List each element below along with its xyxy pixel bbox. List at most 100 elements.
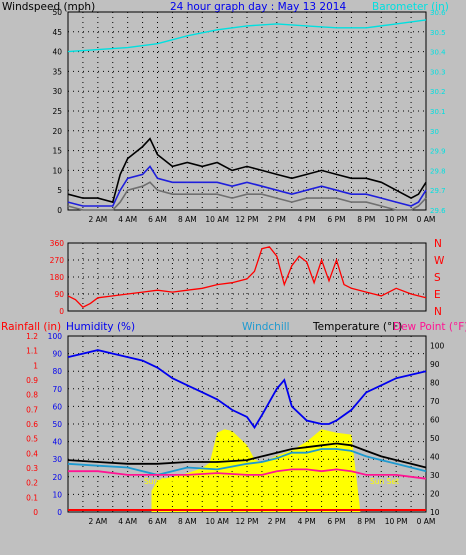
rain-tick-label: 1.1 bbox=[26, 347, 38, 356]
rain-tick-label: 0.8 bbox=[26, 391, 38, 400]
series-line bbox=[67, 19, 427, 53]
wind-tick-label: 45 bbox=[52, 28, 62, 37]
humidity-tick-label: 10 bbox=[52, 490, 62, 499]
x-tick-label: 4 PM bbox=[298, 517, 316, 526]
x-tick-label: 6 AM bbox=[148, 215, 167, 224]
rain-tick-label: 0.1 bbox=[26, 493, 38, 502]
direction-tick-label: 180 bbox=[50, 273, 65, 282]
barometer-tick-label: 29.6 bbox=[430, 207, 446, 215]
series-line bbox=[67, 246, 427, 308]
compass-tick-label: W bbox=[434, 255, 445, 267]
barometer-tick-label: 30.1 bbox=[430, 108, 446, 116]
series-line bbox=[67, 349, 427, 430]
x-tick-label: 2 AM bbox=[88, 215, 107, 224]
x-tick-label: 0 AM bbox=[417, 215, 436, 224]
barometer-tick-label: 30.6 bbox=[430, 9, 446, 17]
x-tick-label: 4 AM bbox=[118, 517, 137, 526]
wind-tick-label: 20 bbox=[52, 127, 62, 136]
barometer-tick-label: 29.9 bbox=[430, 148, 446, 156]
temp-tick-label: 40 bbox=[430, 452, 440, 461]
wind-tick-label: 10 bbox=[52, 166, 62, 175]
x-tick-label: 10 PM bbox=[385, 517, 408, 526]
wind-tick-label: 40 bbox=[52, 48, 62, 57]
x-tick-label: 6 AM bbox=[148, 517, 167, 526]
windchill-label: Windchill bbox=[242, 321, 290, 333]
humidity-tick-label: 90 bbox=[52, 350, 62, 359]
rain-tick-label: 0.5 bbox=[26, 435, 38, 444]
barometer-tick-label: 30.5 bbox=[430, 29, 446, 37]
series-line bbox=[67, 442, 427, 469]
compass-tick-label: N bbox=[434, 238, 442, 250]
rain-tick-label: 0 bbox=[33, 508, 38, 517]
series-line bbox=[67, 137, 427, 204]
barometer-axis-label: Barometer (in) bbox=[372, 1, 449, 13]
humidity-tick-label: 0 bbox=[57, 508, 62, 517]
humidity-tick-label: 100 bbox=[48, 332, 63, 341]
rain-tick-label: 0.9 bbox=[26, 376, 38, 385]
x-tick-label: 2 AM bbox=[88, 517, 107, 526]
x-tick-label: 10 AM bbox=[205, 517, 229, 526]
temp-tick-label: 100 bbox=[430, 341, 445, 350]
solar-area bbox=[151, 429, 361, 512]
temp-tick-label: 10 bbox=[430, 508, 440, 517]
humidity-tick-label: 30 bbox=[52, 455, 62, 464]
barometer-tick-label: 29.7 bbox=[430, 187, 446, 195]
x-tick-label: 12 PM bbox=[236, 215, 259, 224]
rain-tick-label: 0.4 bbox=[26, 449, 38, 458]
x-tick-label: 4 PM bbox=[298, 215, 316, 224]
x-tick-label: 4 AM bbox=[118, 215, 137, 224]
direction-tick-label: 270 bbox=[50, 256, 65, 265]
barometer-tick-label: 30.3 bbox=[430, 68, 446, 76]
series-line bbox=[67, 165, 427, 207]
humidity-tick-label: 50 bbox=[52, 420, 62, 429]
x-tick-label: 2 PM bbox=[268, 517, 286, 526]
wind-tick-label: 50 bbox=[52, 8, 62, 17]
temp-tick-label: 50 bbox=[430, 434, 440, 443]
series-line bbox=[67, 181, 427, 211]
x-tick-label: 10 PM bbox=[385, 215, 408, 224]
wind-tick-label: 25 bbox=[52, 107, 62, 116]
x-tick-label: 8 AM bbox=[178, 215, 197, 224]
series-line bbox=[68, 468, 427, 480]
rain-tick-label: 0.2 bbox=[26, 479, 38, 488]
temp-tick-label: 20 bbox=[430, 489, 440, 498]
chart-title: 24 hour graph day : May 13 2014 bbox=[170, 1, 346, 13]
barometer-tick-label: 30.4 bbox=[430, 49, 446, 57]
temp-tick-label: 60 bbox=[430, 415, 440, 424]
compass-tick-label: S bbox=[434, 272, 441, 284]
compass-tick-label: E bbox=[434, 289, 441, 301]
sunset-label: Sun Set bbox=[370, 477, 399, 486]
direction-tick-label: 90 bbox=[54, 290, 64, 299]
dewpoint-label: Dew Point (°F) bbox=[393, 321, 466, 333]
rain-tick-label: 1.2 bbox=[26, 332, 38, 341]
wind-tick-label: 5 bbox=[57, 186, 62, 195]
compass-tick-label: N bbox=[434, 306, 442, 318]
barometer-tick-label: 29.8 bbox=[430, 167, 446, 175]
humidity-tick-label: 20 bbox=[52, 473, 62, 482]
x-tick-label: 12 PM bbox=[236, 517, 259, 526]
x-tick-label: 2 PM bbox=[268, 215, 286, 224]
rain-tick-label: 0.6 bbox=[26, 420, 38, 429]
temp-tick-label: 70 bbox=[430, 397, 440, 406]
direction-tick-label: 360 bbox=[50, 239, 65, 248]
temp-tick-label: 80 bbox=[430, 378, 440, 387]
wind-tick-label: 35 bbox=[52, 67, 62, 76]
barometer-tick-label: 30.2 bbox=[430, 88, 446, 96]
x-tick-label: 8 AM bbox=[178, 517, 197, 526]
barometer-tick-label: 30 bbox=[430, 128, 439, 136]
temp-tick-label: 90 bbox=[430, 360, 440, 369]
x-tick-label: 6 PM bbox=[327, 215, 345, 224]
x-tick-label: 0 AM bbox=[417, 517, 436, 526]
temperature-label: Temperature (°F) bbox=[312, 321, 402, 333]
x-tick-label: 10 AM bbox=[205, 215, 229, 224]
x-tick-label: 8 PM bbox=[357, 215, 375, 224]
rainfall-axis-label: Rainfall (in) bbox=[1, 321, 61, 333]
humidity-tick-label: 80 bbox=[52, 367, 62, 376]
wind-tick-label: 30 bbox=[52, 87, 62, 96]
wind-axis-label: Windspeed (mph) bbox=[2, 1, 95, 13]
direction-plot-area bbox=[67, 242, 427, 312]
x-tick-label: 8 PM bbox=[357, 517, 375, 526]
rain-tick-label: 0.7 bbox=[26, 405, 38, 414]
humidity-tick-label: 40 bbox=[52, 438, 62, 447]
